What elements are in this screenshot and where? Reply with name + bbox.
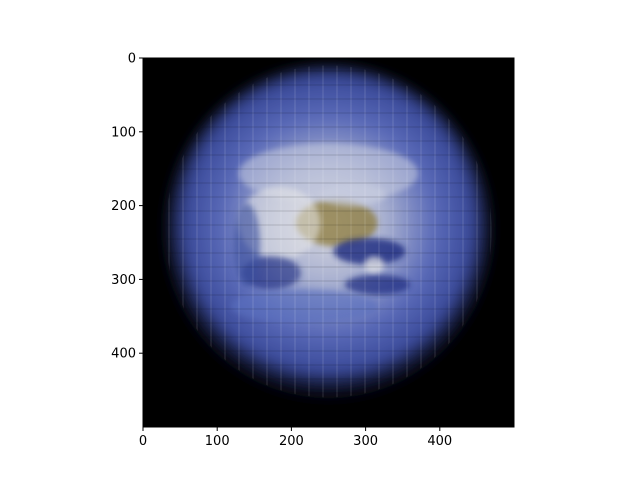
y-tick-label: 0 (128, 52, 136, 67)
y-tick-label: 200 (111, 199, 136, 214)
y-tick-label: 300 (111, 273, 136, 288)
x-tick-label: 400 (427, 434, 452, 449)
y-tick-label: 100 (111, 125, 136, 140)
x-tick-label: 300 (353, 434, 378, 449)
y-axis: 0 100 200 300 400 (111, 52, 143, 362)
x-tick-label: 0 (139, 434, 147, 449)
x-tick-label: 100 (205, 434, 230, 449)
x-axis: 0 100 200 300 400 (139, 427, 452, 449)
x-tick-label: 200 (279, 434, 304, 449)
y-tick-label: 400 (111, 347, 136, 362)
image-area (143, 58, 514, 427)
plot-frame (142, 57, 515, 428)
globe-stripe-overlay (165, 65, 492, 398)
